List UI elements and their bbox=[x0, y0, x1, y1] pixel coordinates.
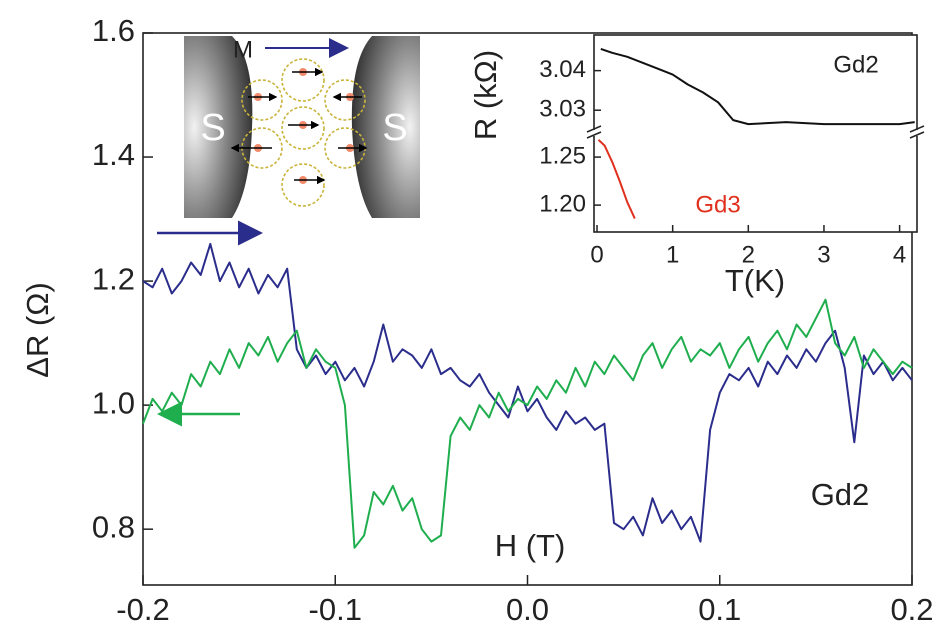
electrode-label: S bbox=[200, 107, 225, 149]
schematic: M S S bbox=[184, 36, 420, 218]
main-plot: -0.2 -0.1 0.0 0.1 0.2 0.8 1.0 1.2 1.4 1.6 H (T) ΔR … bbox=[20, 13, 933, 627]
data-line bbox=[597, 139, 636, 220]
electrode-label: S bbox=[382, 107, 407, 149]
right-electrode bbox=[351, 36, 420, 218]
x-axis-label: T(K) bbox=[725, 263, 785, 298]
y-tick-label: 1.2 bbox=[92, 261, 135, 296]
series-label: Gd3 bbox=[695, 191, 740, 218]
y-tick-label: 1.6 bbox=[92, 13, 135, 48]
x-tick-label: 0.1 bbox=[698, 592, 741, 627]
x-tick-label: 0.0 bbox=[506, 592, 549, 627]
x-tick-label: -0.2 bbox=[116, 592, 169, 627]
y-axis-label: R (kΩ) bbox=[468, 50, 503, 140]
x-axis-label: H (T) bbox=[495, 528, 566, 563]
data-line bbox=[142, 298, 913, 549]
y-tick-label: 1.4 bbox=[92, 137, 135, 172]
y-tick-label: 0.8 bbox=[92, 509, 135, 544]
axis-break-mark bbox=[909, 131, 925, 139]
y-tick-label: 3.04 bbox=[539, 56, 586, 83]
spin-arrows bbox=[230, 67, 368, 185]
magnetization-label: M bbox=[233, 36, 253, 63]
axis-break-gap bbox=[909, 130, 925, 136]
x-tick-label: 3 bbox=[817, 241, 830, 268]
plot-frame bbox=[593, 34, 918, 233]
axis-break-mark bbox=[586, 131, 602, 139]
x-tick-label: 0 bbox=[590, 241, 603, 268]
x-tick-label: -0.1 bbox=[309, 592, 362, 627]
inset-plot: 0 1 2 3 4 1.20 1.25 3.03 3.04 Gd2 Gd3 T(K) R (kΩ) bbox=[468, 34, 925, 298]
y-tick-label: 1.25 bbox=[539, 142, 586, 169]
x-tick-label: 4 bbox=[893, 241, 906, 268]
y-tick-label: 3.03 bbox=[539, 96, 586, 123]
data-line bbox=[600, 47, 915, 126]
axis-break-gap bbox=[586, 130, 602, 136]
x-tick-label: 0.2 bbox=[890, 592, 933, 627]
x-tick-label: 1 bbox=[666, 241, 679, 268]
axis-break-mark bbox=[909, 125, 925, 133]
y-tick-label: 1.0 bbox=[92, 385, 135, 420]
data-line bbox=[142, 242, 913, 543]
x-tick-label: 2 bbox=[742, 241, 755, 268]
axis-break-mark bbox=[586, 125, 602, 133]
annotation: Gd2 bbox=[811, 477, 870, 512]
left-electrode bbox=[184, 36, 253, 218]
y-tick-label: 1.20 bbox=[539, 190, 586, 217]
y-axis-label: ΔR (Ω) bbox=[20, 282, 55, 378]
series-label: Gd2 bbox=[833, 51, 878, 78]
